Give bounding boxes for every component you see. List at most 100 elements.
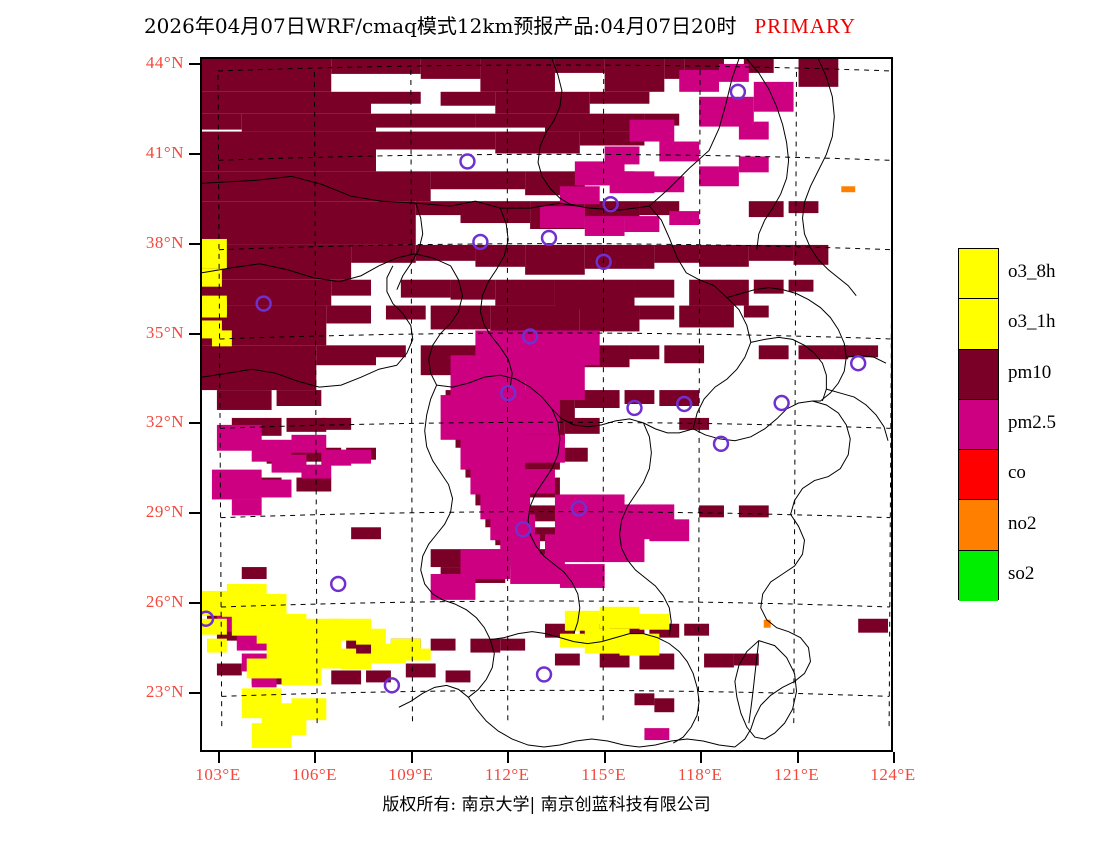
o3-cell bbox=[639, 613, 670, 630]
y-axis-tick-label-2: 38°N bbox=[145, 232, 184, 252]
pm25-cell bbox=[753, 81, 794, 112]
pm25-cell bbox=[291, 434, 327, 453]
pm10-cell bbox=[202, 113, 242, 130]
pm10-cell bbox=[296, 477, 332, 492]
city-marker[interactable] bbox=[602, 195, 619, 213]
pm10-cell bbox=[554, 653, 580, 666]
forecast-map[interactable] bbox=[200, 57, 893, 752]
legend-label-so2: so2 bbox=[1008, 562, 1035, 584]
y-axis-tick-label-3: 35°N bbox=[145, 322, 184, 342]
city-marker[interactable] bbox=[626, 399, 643, 417]
pm10-cell bbox=[554, 59, 605, 73]
city-marker[interactable] bbox=[712, 435, 730, 452]
pm25-cell bbox=[510, 554, 565, 584]
city-marker[interactable] bbox=[521, 328, 539, 345]
pollutant-fill-layer bbox=[202, 59, 889, 749]
city-marker[interactable] bbox=[255, 295, 272, 312]
pm10-cell bbox=[202, 201, 416, 245]
x-axis-tick-label-2: 109°E bbox=[388, 765, 434, 784]
y-axis-tick-label-4: 32°N bbox=[145, 412, 184, 432]
legend-swatch-no2[interactable] bbox=[959, 500, 998, 551]
city-marker[interactable] bbox=[729, 83, 747, 101]
pm10-cell bbox=[704, 653, 734, 668]
city-marker[interactable] bbox=[540, 229, 558, 247]
y-axis-tick-mark bbox=[189, 242, 200, 245]
title-primary-badge: PRIMARY bbox=[754, 14, 857, 38]
city-marker[interactable] bbox=[773, 394, 790, 412]
city-marker[interactable] bbox=[500, 384, 517, 402]
pm10-cell bbox=[634, 279, 675, 298]
pm10-cell bbox=[430, 171, 526, 190]
pm25-cell bbox=[520, 434, 565, 463]
o3-cell bbox=[202, 238, 227, 269]
pm25-cell bbox=[609, 171, 655, 194]
city-marker[interactable] bbox=[595, 253, 612, 271]
pm10-cell bbox=[579, 305, 640, 332]
pm10-cell bbox=[684, 59, 724, 71]
y-axis-tick-mark bbox=[189, 152, 200, 155]
city-marker[interactable] bbox=[383, 677, 401, 694]
pm10-cell bbox=[385, 305, 426, 320]
pm10-cell bbox=[430, 305, 491, 330]
city-marker[interactable] bbox=[514, 521, 532, 538]
y-axis-tick-label-5: 29°N bbox=[145, 502, 184, 522]
y-axis-tick-label-0: 44°N bbox=[145, 53, 184, 72]
pm10-cell bbox=[684, 623, 710, 636]
pm10-cell bbox=[430, 638, 456, 651]
pm25-cell bbox=[430, 574, 476, 600]
x-axis-tick-label-7: 124°E bbox=[870, 765, 916, 784]
pm10-cell bbox=[557, 447, 588, 462]
legend-swatch-o3_8h[interactable] bbox=[959, 249, 998, 300]
x-axis-tick-label-6: 121°E bbox=[773, 765, 820, 784]
latitude-gridline bbox=[217, 64, 891, 72]
pm25-cell bbox=[559, 564, 605, 588]
pm25-cell bbox=[584, 524, 645, 563]
legend-swatch-o3_1h[interactable] bbox=[959, 299, 998, 350]
pm10-cell bbox=[321, 417, 352, 430]
pm10-cell bbox=[440, 91, 496, 106]
city-marker[interactable] bbox=[472, 233, 489, 251]
pm10-cell bbox=[639, 305, 675, 320]
o3-cell bbox=[202, 268, 222, 287]
city-marker[interactable] bbox=[459, 153, 476, 170]
pollutant-legend[interactable] bbox=[958, 248, 999, 601]
pm10-cell bbox=[202, 131, 376, 172]
city-marker[interactable] bbox=[849, 355, 867, 372]
legend-swatch-pm10[interactable] bbox=[959, 349, 998, 400]
o3-cell bbox=[619, 633, 660, 656]
legend-swatch-so2[interactable] bbox=[959, 550, 998, 601]
legend-swatch-pm2-5[interactable] bbox=[959, 399, 998, 451]
city-marker-layer bbox=[202, 83, 867, 694]
city-marker[interactable] bbox=[202, 610, 215, 627]
pm10-cell bbox=[216, 628, 242, 641]
legend-label-pm10: pm10 bbox=[1008, 361, 1052, 383]
pm10-cell bbox=[599, 653, 630, 668]
pm10-cell bbox=[415, 201, 461, 216]
title-main-text: 2026年04月07日WRF/cmaq模式12km预报产品:04月07日20时 bbox=[143, 14, 737, 38]
pm25-cell bbox=[525, 360, 585, 401]
lat-lon-gridlines bbox=[217, 64, 891, 727]
y-axis-tick-label-6: 26°N bbox=[145, 592, 184, 612]
x-axis-tick-mark bbox=[603, 752, 606, 763]
pm10-cell bbox=[331, 59, 421, 74]
pm10-cell bbox=[748, 201, 784, 218]
legend-label-o3_8h: o3_8h bbox=[1008, 261, 1056, 283]
city-marker[interactable] bbox=[570, 500, 588, 517]
city-marker[interactable] bbox=[330, 575, 347, 593]
pm10-cell bbox=[202, 59, 332, 92]
chart-title: 2026年04月07日WRF/cmaq模式12km预报产品:04月07日20时 P… bbox=[0, 10, 1000, 39]
pm10-cell bbox=[738, 505, 769, 518]
pm25-cell bbox=[271, 454, 307, 473]
city-marker[interactable] bbox=[535, 666, 553, 683]
pm25-cell bbox=[231, 499, 262, 516]
pm25-cell bbox=[738, 156, 769, 173]
o3-cell bbox=[405, 648, 431, 661]
pm10-cell bbox=[351, 527, 381, 540]
no2-cell bbox=[763, 619, 771, 628]
pm10-cell bbox=[202, 244, 352, 280]
legend-swatch-co[interactable] bbox=[959, 450, 998, 501]
pm25-cell bbox=[540, 206, 585, 229]
city-marker[interactable] bbox=[675, 395, 693, 413]
o3-cell bbox=[291, 698, 327, 721]
pm10-cell bbox=[798, 345, 849, 360]
